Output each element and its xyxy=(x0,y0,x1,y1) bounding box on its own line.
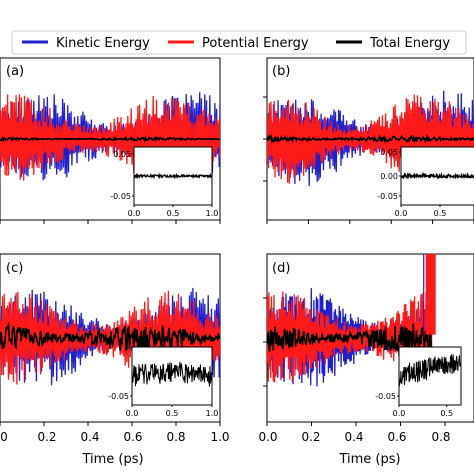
x-tick-label: 0.6 xyxy=(123,430,142,444)
inset-y-tick-label: -0.05 xyxy=(377,192,398,201)
panel-label-d: (d) xyxy=(272,261,290,276)
panel-label-b: (b) xyxy=(272,64,290,79)
panel-b: 0.05 0.00 -0.05 0.0 0.5 1.0 xyxy=(263,57,474,224)
panel-label-a: (a) xyxy=(6,64,24,79)
legend-total-label: Total Energy xyxy=(369,36,450,51)
x-tick-label: 0.0 xyxy=(258,430,277,444)
inset-x-tick-label: 0.0 xyxy=(395,209,408,218)
legend-kinetic-label: Kinetic Energy xyxy=(56,36,150,51)
series-line-total-energy xyxy=(0,134,220,143)
series-line-total-energy xyxy=(267,133,474,145)
legend: Kinetic Energy Potential Energy Total En… xyxy=(11,30,467,55)
inset-total-energy-line xyxy=(398,354,462,387)
inset: -0.05 0.0 0.5 1.0 xyxy=(108,346,219,418)
x-ticks-d: 0.0 0.2 0.4 0.6 0.8 xyxy=(258,430,450,444)
inset-x-tick-label: 0.0 xyxy=(393,409,406,418)
series-line-total-energy xyxy=(267,323,433,353)
inset-total-energy-line xyxy=(400,171,474,180)
inset: 0.05 -0.05 0.0 0.5 1.0 xyxy=(110,146,219,218)
x-tick-label: 0.8 xyxy=(166,430,185,444)
x-axis-title-right: Time (ps) xyxy=(338,452,400,467)
panel-label-c: (c) xyxy=(6,261,23,276)
x-tick-label: 1.0 xyxy=(210,430,229,444)
x-axis-title-left: Time (ps) xyxy=(81,452,143,467)
legend-frame xyxy=(11,30,467,55)
inset-total-energy-line xyxy=(133,172,213,180)
inset-x-tick-label: 0.0 xyxy=(126,409,139,418)
inset: 0.05 0.00 -0.05 0.0 0.5 1.0 xyxy=(377,146,474,218)
inset-x-tick-label: 0.5 xyxy=(434,209,447,218)
series-line-potential-energy xyxy=(0,94,220,182)
legend-potential-label: Potential Energy xyxy=(202,36,309,51)
x-tick-label: 0.2 xyxy=(37,430,56,444)
series-line-total-energy xyxy=(0,321,220,354)
inset-y-tick-label: 0.00 xyxy=(380,172,398,181)
inset-total-energy-line xyxy=(131,361,213,387)
inset-x-tick-label: 0.5 xyxy=(167,209,180,218)
inset-y-tick-label: -0.05 xyxy=(375,392,396,401)
x-tick-label: 0 xyxy=(0,430,8,444)
x-tick-label: 0.4 xyxy=(344,430,363,444)
panel-c: -0.05 0.0 0.5 1.0 xyxy=(0,253,221,426)
series-line-potential-energy xyxy=(267,94,474,184)
x-tick-label: 0.4 xyxy=(80,430,99,444)
panel-a: 0.05 -0.05 0.0 0.5 1.0 xyxy=(0,57,221,224)
panel-d: -0.05 0.0 0.5 xyxy=(263,253,474,426)
inset-x-tick-label: 0.5 xyxy=(166,409,179,418)
inset-x-tick-label: 1.0 xyxy=(473,209,474,218)
inset-y-tick-label: 0.05 xyxy=(113,150,131,159)
x-tick-label: 0.8 xyxy=(431,430,450,444)
inset-x-tick-label: 0.0 xyxy=(128,209,141,218)
x-tick-label: 0.2 xyxy=(301,430,320,444)
inset-x-tick-label: 1.0 xyxy=(206,209,219,218)
plot-area xyxy=(267,254,436,387)
x-ticks-c: 0 0.2 0.4 0.6 0.8 1.0 xyxy=(0,430,229,444)
inset-x-tick-label: 0.5 xyxy=(440,409,453,418)
inset-y-tick-label: -0.05 xyxy=(108,392,129,401)
inset: -0.05 0.0 0.5 xyxy=(375,346,462,418)
divergence-spike xyxy=(425,254,436,335)
inset-y-tick-label: 0.05 xyxy=(380,148,398,157)
x-tick-label: 0.6 xyxy=(387,430,406,444)
series-line-potential-energy xyxy=(267,291,433,384)
inset-y-tick-label: -0.05 xyxy=(110,192,131,201)
inset-x-tick-label: 1.0 xyxy=(206,409,219,418)
